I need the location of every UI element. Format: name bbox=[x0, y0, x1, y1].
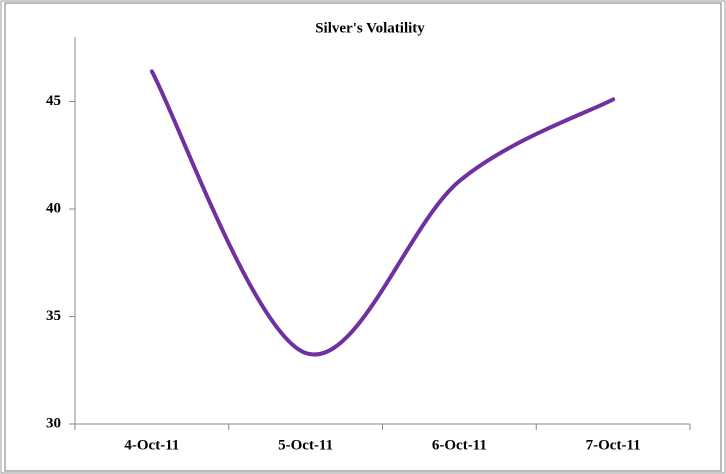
y-tick-label: 40 bbox=[46, 200, 61, 216]
chart-frame bbox=[4, 2, 722, 472]
chart-title: Silver's Volatility bbox=[315, 20, 425, 36]
y-tick-label: 30 bbox=[46, 415, 61, 431]
x-tick-label: 7-Oct-11 bbox=[586, 437, 641, 453]
x-tick-label: 4-Oct-11 bbox=[124, 437, 179, 453]
y-tick-label: 45 bbox=[46, 93, 61, 109]
x-tick-label: 6-Oct-11 bbox=[432, 437, 487, 453]
line-series bbox=[149, 69, 616, 357]
y-tick-label: 35 bbox=[46, 308, 61, 324]
x-tick-label: 5-Oct-11 bbox=[278, 437, 333, 453]
